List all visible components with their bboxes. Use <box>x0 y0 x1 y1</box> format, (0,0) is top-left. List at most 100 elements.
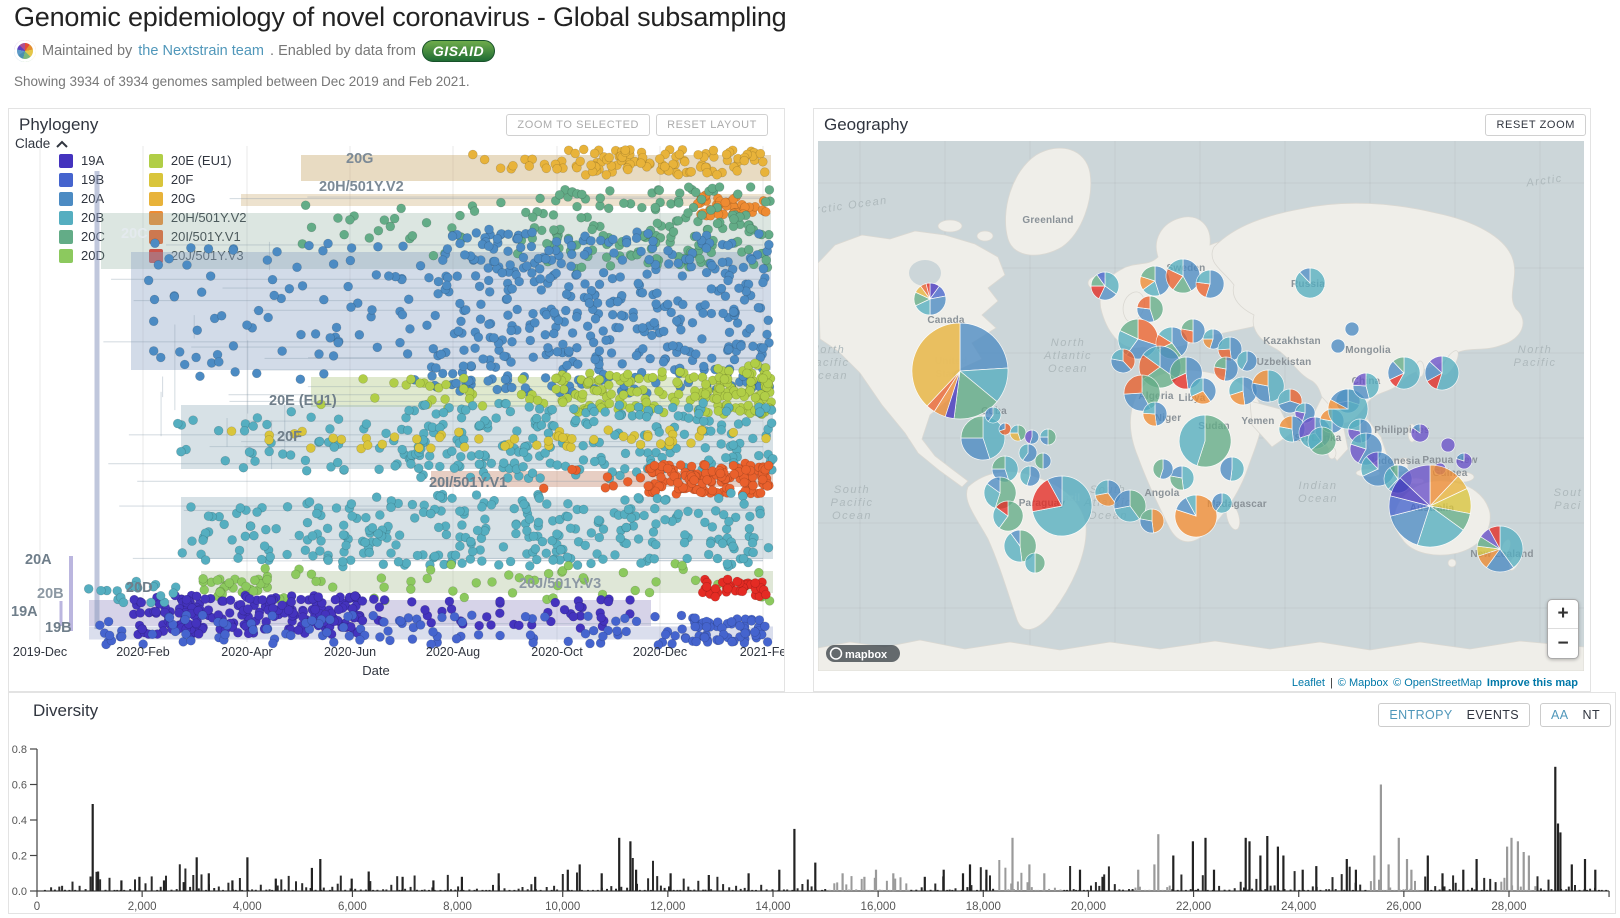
tree-tip[interactable] <box>227 535 237 545</box>
entropy-bar[interactable] <box>1233 888 1236 891</box>
tree-tip[interactable] <box>689 475 699 486</box>
tree-tip[interactable] <box>635 473 646 483</box>
tree-tip[interactable] <box>566 442 576 453</box>
tree-tip[interactable] <box>454 427 464 438</box>
tree-tip[interactable] <box>332 457 343 468</box>
tree-tip[interactable] <box>620 495 630 505</box>
tree-tip[interactable] <box>503 570 514 580</box>
tree-tip[interactable] <box>626 434 637 445</box>
entropy-bar[interactable] <box>1567 886 1570 891</box>
tree-tip[interactable] <box>328 433 338 443</box>
map-pie[interactable] <box>1236 350 1258 372</box>
entropy-bar[interactable] <box>873 877 876 891</box>
tree-tip[interactable] <box>386 502 396 513</box>
tree-tip[interactable] <box>689 372 699 382</box>
entropy-bar[interactable] <box>1489 878 1492 891</box>
entropy-spike[interactable] <box>1354 869 1357 891</box>
tree-tip[interactable] <box>459 373 469 384</box>
tree-tip[interactable] <box>576 212 586 223</box>
tree-tip[interactable] <box>660 514 670 525</box>
map-pie[interactable] <box>1440 437 1456 453</box>
tree-tip[interactable] <box>470 343 480 354</box>
tree-tip[interactable] <box>537 536 548 547</box>
nt-toggle[interactable]: NT <box>1582 708 1600 722</box>
tree-tip[interactable] <box>455 506 465 517</box>
tree-tip[interactable] <box>616 310 627 321</box>
entropy-spike[interactable] <box>1522 852 1525 891</box>
tree-tip[interactable] <box>118 597 129 608</box>
tree-tip[interactable] <box>693 149 704 160</box>
tree-tip[interactable] <box>325 424 335 434</box>
tree-tip[interactable] <box>218 618 229 628</box>
entropy-bar[interactable] <box>751 889 754 891</box>
tree-tip[interactable] <box>535 193 545 204</box>
entropy-bar[interactable] <box>280 879 283 891</box>
tree-tip[interactable] <box>169 291 180 302</box>
tree-tip[interactable] <box>763 542 774 553</box>
tree-tip[interactable] <box>572 201 582 212</box>
entropy-bar[interactable] <box>866 889 868 891</box>
tree-tip[interactable] <box>508 160 518 171</box>
entropy-bar[interactable] <box>1605 889 1608 891</box>
tree-tip[interactable] <box>683 208 693 218</box>
entropy-bar[interactable] <box>71 881 74 891</box>
entropy-bar[interactable] <box>702 889 705 891</box>
entropy-bar[interactable] <box>1030 887 1033 891</box>
tree-tip[interactable] <box>243 604 253 614</box>
tree-tip[interactable] <box>738 491 748 501</box>
tree-tip[interactable] <box>471 578 482 588</box>
entropy-bar[interactable] <box>821 889 824 891</box>
map-zoom-out-button[interactable]: − <box>1557 632 1569 654</box>
tree-tip[interactable] <box>693 508 704 519</box>
entropy-bar[interactable] <box>421 889 423 891</box>
tree-tip[interactable] <box>505 406 516 417</box>
tree-tip[interactable] <box>186 243 196 253</box>
entropy-spike[interactable] <box>1405 859 1409 891</box>
tree-tip[interactable] <box>734 621 745 631</box>
tree-tip[interactable] <box>377 439 388 450</box>
entropy-bar[interactable] <box>606 888 608 891</box>
tree-tip[interactable] <box>603 596 614 607</box>
tree-tip[interactable] <box>695 253 705 264</box>
entropy-bar[interactable] <box>649 889 652 891</box>
tree-tip[interactable] <box>345 555 356 566</box>
tree-tip[interactable] <box>649 317 660 328</box>
tree-tip[interactable] <box>379 582 389 593</box>
entropy-bar[interactable] <box>960 889 963 891</box>
entropy-spike[interactable] <box>1583 859 1587 891</box>
tree-tip[interactable] <box>652 493 663 504</box>
tree-tip[interactable] <box>438 407 449 418</box>
tree-tip[interactable] <box>728 541 738 552</box>
tree-tip[interactable] <box>372 342 383 353</box>
entropy-bar[interactable] <box>433 889 436 891</box>
tree-tip[interactable] <box>186 502 196 512</box>
tree-tip[interactable] <box>700 379 711 390</box>
entropy-bar[interactable] <box>1298 889 1301 891</box>
tree-tip[interactable] <box>743 400 754 411</box>
entropy-bar[interactable] <box>878 889 881 891</box>
tree-tip[interactable] <box>573 359 583 369</box>
tree-tip[interactable] <box>763 315 774 326</box>
entropy-spike[interactable] <box>1204 837 1207 892</box>
tree-tip[interactable] <box>572 342 582 353</box>
tree-tip[interactable] <box>733 189 743 199</box>
tree-tip[interactable] <box>331 322 342 333</box>
entropy-bar[interactable] <box>1069 866 1072 891</box>
tree-tip[interactable] <box>425 508 436 519</box>
entropy-bar[interactable] <box>687 886 690 891</box>
tree-tip[interactable] <box>329 442 339 452</box>
entropy-bar[interactable] <box>976 889 978 891</box>
entropy-bar[interactable] <box>1529 889 1532 891</box>
entropy-bar[interactable] <box>1090 885 1092 891</box>
tree-tip[interactable] <box>691 349 701 359</box>
tree-tip[interactable] <box>580 540 591 551</box>
entropy-bar[interactable] <box>1452 875 1455 891</box>
entropy-bar[interactable] <box>404 888 407 891</box>
entropy-spike[interactable] <box>432 880 435 891</box>
tree-tip[interactable] <box>220 455 231 466</box>
entropy-bar[interactable] <box>1525 889 1528 891</box>
legend-item-20H-501Y-V2[interactable]: 20H/501Y.V2 <box>148 210 247 225</box>
tree-tip[interactable] <box>623 164 633 175</box>
tree-tip[interactable] <box>715 468 726 479</box>
entropy-bar[interactable] <box>1223 889 1226 891</box>
